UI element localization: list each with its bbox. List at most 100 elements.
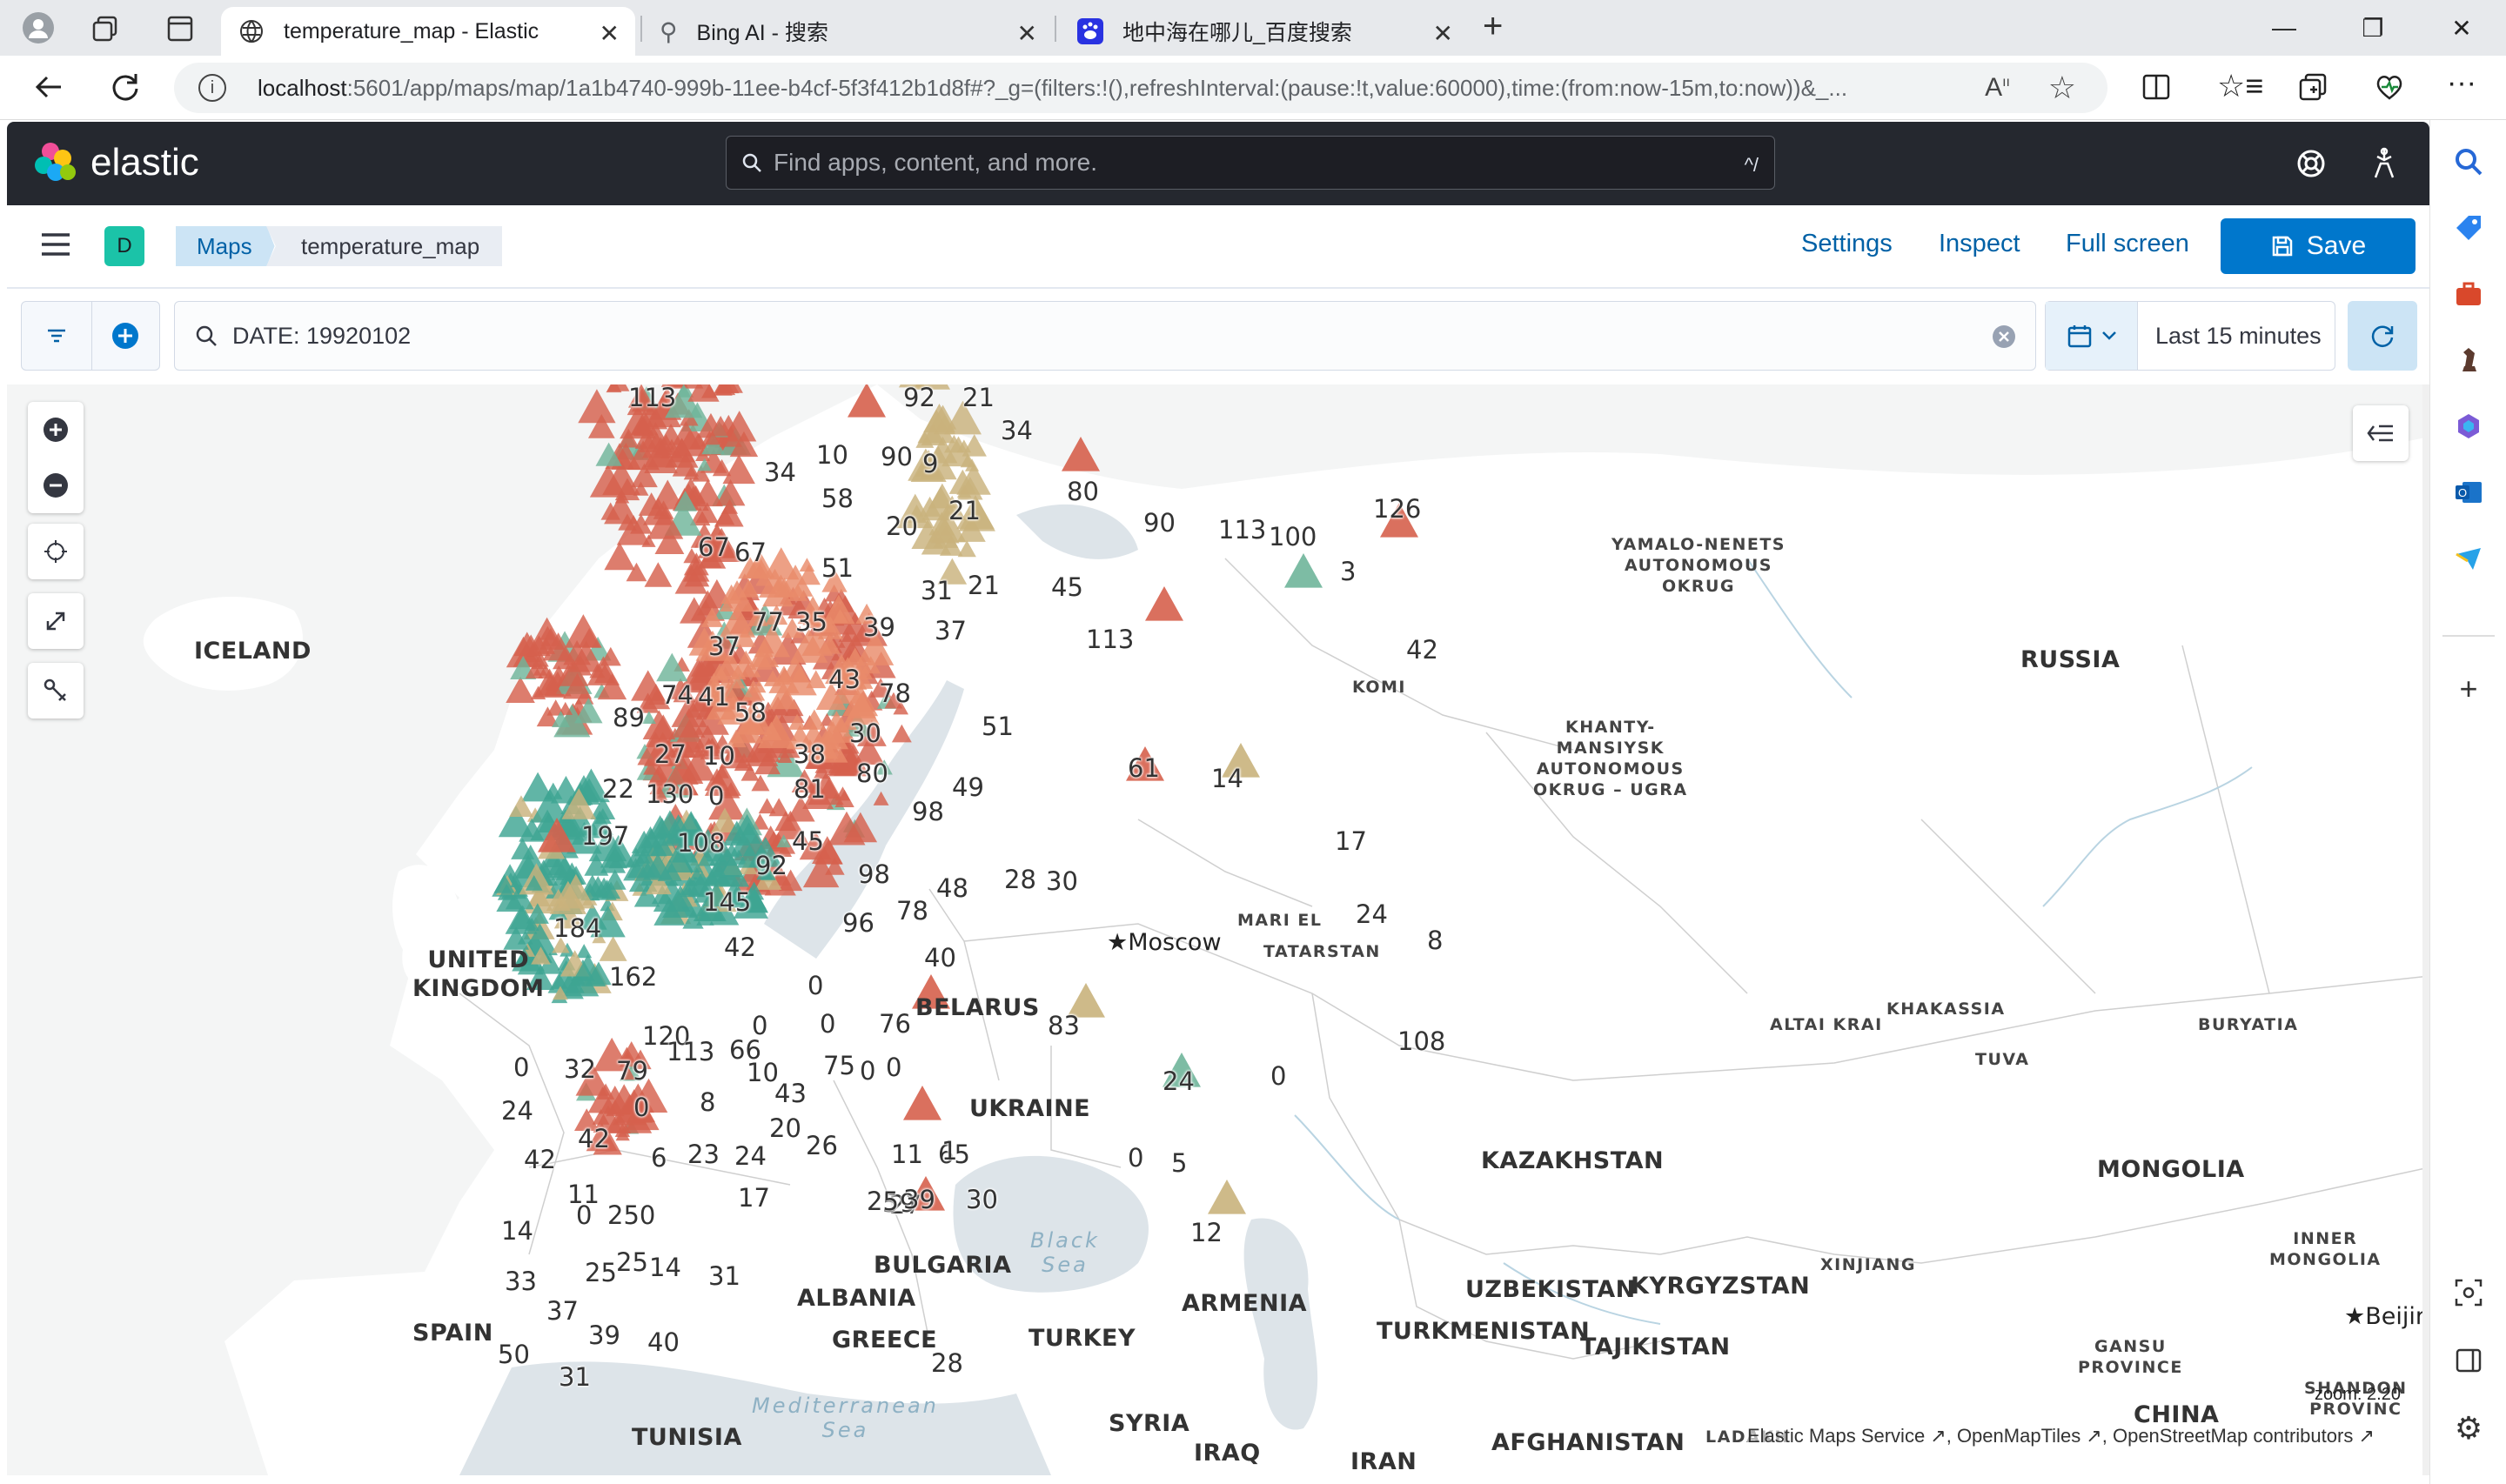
temperature-point[interactable]	[700, 607, 723, 627]
temperature-point[interactable]	[893, 700, 909, 715]
zoom-out-button[interactable]	[28, 458, 84, 513]
temperature-point[interactable]	[670, 719, 708, 753]
temperature-point[interactable]	[746, 711, 774, 735]
temperature-point[interactable]	[506, 676, 535, 703]
profile-icon[interactable]	[23, 12, 54, 43]
temperature-point[interactable]	[825, 857, 845, 875]
settings-gear-icon[interactable]: ⚙	[2454, 1410, 2483, 1446]
temperature-point[interactable]	[797, 596, 828, 625]
temperature-point[interactable]	[855, 631, 895, 665]
temperature-point[interactable]	[599, 936, 627, 961]
temperature-point[interactable]	[614, 490, 630, 504]
temperature-point[interactable]	[578, 627, 600, 648]
temperature-point[interactable]	[730, 813, 764, 844]
elastic-brand-text[interactable]: elastic	[90, 141, 199, 184]
add-sidebar-app-icon[interactable]: +	[2459, 671, 2478, 706]
temperature-point[interactable]	[497, 883, 516, 900]
temperature-point[interactable]	[552, 937, 570, 953]
temperature-point[interactable]	[602, 460, 640, 496]
temperature-point[interactable]	[640, 1109, 656, 1123]
layer-control-toggle[interactable]	[2353, 405, 2409, 461]
temperature-point[interactable]	[748, 837, 783, 867]
temperature-point[interactable]	[915, 431, 935, 448]
temperature-point[interactable]	[498, 805, 534, 838]
temperature-point[interactable]	[618, 513, 637, 531]
temperature-point[interactable]	[693, 478, 723, 507]
page-scrollbar[interactable]	[2422, 384, 2429, 1475]
fit-to-data-button[interactable]	[28, 593, 84, 649]
temperature-point[interactable]	[644, 562, 673, 587]
temperature-point[interactable]	[786, 796, 815, 822]
add-filter-icon[interactable]	[111, 321, 140, 351]
temperature-point[interactable]	[711, 772, 726, 785]
temperature-point[interactable]	[643, 760, 660, 775]
temperature-point[interactable]	[493, 873, 515, 893]
temperature-point[interactable]	[714, 650, 747, 680]
temperature-point[interactable]	[626, 846, 663, 879]
filter-menu-icon[interactable]	[44, 324, 69, 347]
temperature-point[interactable]	[680, 779, 699, 796]
temperature-point[interactable]	[546, 699, 565, 716]
temperature-point[interactable]	[654, 527, 685, 555]
temperature-point[interactable]	[513, 632, 541, 657]
map-attribution[interactable]: Elastic Maps Service ↗, OpenMapTiles ↗, …	[1747, 1425, 2375, 1447]
zoom-in-button[interactable]	[28, 402, 84, 458]
temperature-point[interactable]	[802, 709, 826, 730]
temperature-point[interactable]	[854, 737, 885, 765]
temperature-point[interactable]	[509, 905, 537, 930]
temperature-point[interactable]	[779, 869, 803, 892]
time-range-label[interactable]: Last 15 minutes	[2155, 323, 2322, 349]
temperature-point[interactable]	[956, 516, 986, 542]
temperature-point[interactable]	[729, 431, 759, 458]
screenshot-icon[interactable]	[2451, 1275, 2486, 1310]
temperature-point[interactable]	[740, 887, 768, 912]
temperature-point[interactable]	[1062, 437, 1100, 471]
global-search-input[interactable]: Find apps, content, and more. ^/	[726, 136, 1775, 190]
temperature-point[interactable]	[708, 786, 746, 820]
temperature-point[interactable]	[688, 627, 720, 656]
temperature-point[interactable]	[574, 698, 603, 724]
tab-temperature-map[interactable]: temperature_map - Elastic ✕	[221, 7, 635, 56]
temperature-point[interactable]	[711, 807, 739, 832]
temperature-point[interactable]	[665, 384, 703, 418]
temperature-point[interactable]	[716, 384, 743, 393]
temperature-point[interactable]	[903, 1086, 941, 1120]
temperature-point[interactable]	[720, 580, 754, 612]
temperature-point[interactable]	[590, 906, 626, 938]
restore-icon[interactable]: ❐	[2362, 14, 2384, 42]
temperature-point[interactable]	[819, 616, 837, 632]
temperature-point[interactable]	[774, 811, 797, 832]
set-view-button[interactable]	[28, 524, 84, 579]
read-aloud-icon[interactable]: Aıı	[1985, 73, 2010, 102]
temperature-point[interactable]	[586, 810, 613, 835]
temperature-point[interactable]	[620, 1066, 636, 1080]
temperature-point[interactable]	[740, 764, 760, 781]
temperature-points-layer[interactable]	[7, 384, 2429, 1475]
temperature-point[interactable]	[709, 415, 733, 437]
breadcrumb-maps[interactable]: Maps	[176, 226, 275, 266]
temperature-point[interactable]	[1208, 1180, 1246, 1214]
temperature-point[interactable]	[907, 1176, 945, 1211]
temperature-point[interactable]	[578, 389, 616, 424]
toolbox-icon[interactable]	[2451, 277, 2486, 311]
temperature-point[interactable]	[822, 594, 855, 625]
space-avatar[interactable]: D	[104, 226, 144, 266]
temperature-point[interactable]	[806, 670, 827, 689]
temperature-point[interactable]	[549, 880, 586, 914]
temperature-point[interactable]	[843, 662, 874, 689]
temperature-point[interactable]	[745, 699, 761, 714]
new-tab-button[interactable]: +	[1483, 7, 1504, 45]
temperature-point[interactable]	[875, 759, 893, 775]
temperature-point[interactable]	[568, 640, 604, 672]
temperature-point[interactable]	[843, 812, 878, 843]
temperature-point[interactable]	[767, 681, 799, 710]
minimize-icon[interactable]: —	[2272, 14, 2296, 41]
temperature-point[interactable]	[530, 685, 546, 700]
temperature-point[interactable]	[1145, 586, 1183, 621]
temperature-point[interactable]	[525, 875, 543, 891]
temperature-point[interactable]	[815, 682, 847, 710]
temperature-point[interactable]	[672, 452, 700, 477]
send-icon[interactable]	[2451, 541, 2486, 576]
temperature-point[interactable]	[680, 867, 714, 898]
temperature-point[interactable]	[600, 502, 620, 520]
